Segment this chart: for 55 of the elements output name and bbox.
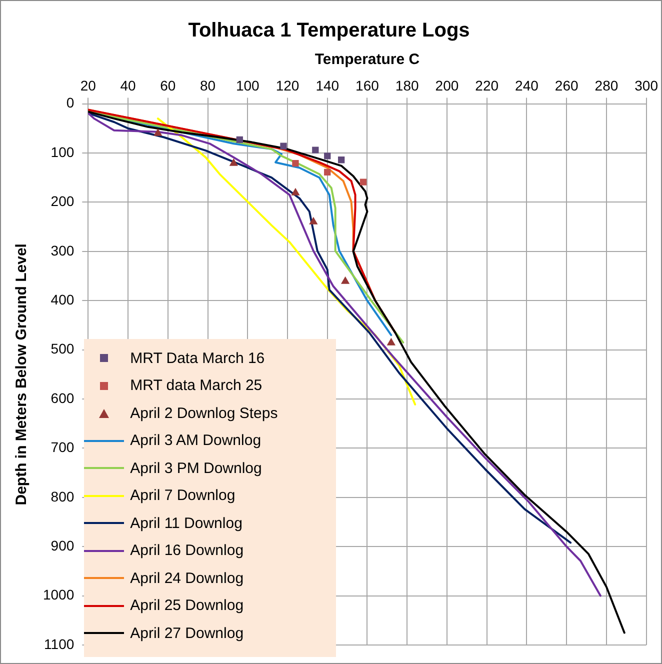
y-tick-label: 700	[50, 439, 74, 456]
x-tick-label: 240	[515, 77, 539, 94]
x-tick-label: 120	[276, 77, 300, 94]
point	[324, 152, 331, 160]
legend-label: MRT Data March 16	[130, 350, 265, 367]
y-axis-title: Depth in Meters Below Ground Level	[13, 244, 30, 506]
legend-label: MRT data March 25	[130, 377, 262, 394]
legend-label: April 3 AM Downlog	[130, 432, 262, 450]
chart-title: Tolhuaca 1 Temperature Logs	[188, 20, 470, 42]
point	[387, 338, 396, 346]
x-tick-label: 260	[554, 77, 578, 94]
x-tick-label: 140	[316, 77, 340, 94]
x-tick-label: 100	[236, 77, 260, 94]
point	[360, 178, 367, 186]
point	[292, 188, 300, 196]
y-tick-label: 1100	[44, 636, 74, 652]
legend-label: April 2 Downlog Steps	[130, 404, 278, 422]
y-tick-label: 200	[50, 193, 74, 210]
legend-label: April 27 Downlog	[130, 624, 244, 642]
x-tick-label: 180	[395, 77, 419, 94]
legend-label: April 3 PM Downlog	[130, 460, 262, 477]
x-tick-label: 80	[200, 77, 216, 94]
point	[324, 168, 331, 176]
y-tick-label: 100	[50, 144, 74, 160]
point	[292, 160, 299, 167]
point	[312, 146, 319, 154]
x-tick-label: 220	[475, 77, 499, 94]
y-tick-label: 600	[50, 390, 74, 406]
x-tick-label: 300	[634, 77, 658, 94]
y-tick-label: 300	[50, 242, 74, 258]
y-tick-label: 900	[50, 537, 74, 554]
y-tick-label: 500	[50, 340, 74, 357]
y-tick-label: 400	[50, 291, 74, 308]
legend-label: April 24 Downlog	[130, 570, 244, 587]
y-tick-label: 0	[66, 94, 74, 111]
x-tick-label: 60	[160, 77, 176, 94]
x-tick-label: 200	[435, 77, 459, 94]
point	[309, 217, 318, 224]
point	[280, 142, 287, 150]
legend-label: April 7 Downlog	[130, 487, 236, 504]
y-tick-label: 800	[50, 488, 74, 504]
legend-label: April 25 Downlog	[130, 597, 244, 614]
point	[230, 158, 238, 166]
x-tick-label: 280	[594, 77, 618, 94]
legend-label: April 11 Downlog	[130, 514, 242, 532]
x-tick-label: 20	[80, 77, 96, 94]
y-tick-label: 1000	[42, 586, 74, 603]
x-tick-label: 40	[120, 77, 136, 94]
x-axis-title: Temperature C	[314, 51, 420, 68]
x-tick-label: 160	[356, 77, 380, 94]
point	[341, 276, 350, 284]
point	[154, 128, 162, 136]
point	[338, 156, 345, 164]
legend-label: April 16 Downlog	[130, 542, 244, 560]
point	[236, 136, 243, 144]
